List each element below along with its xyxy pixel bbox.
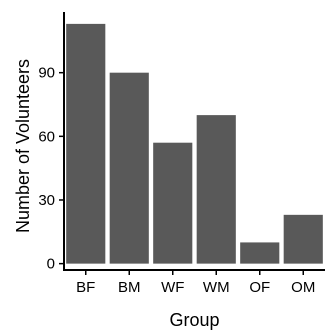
bar-bm [109,72,149,264]
y-axis-ticks: 0 30 60 90 [38,65,64,273]
y-tick-label: 30 [38,192,55,209]
bar-wm [196,115,236,264]
bar-of [240,242,280,264]
x-tick-label: WM [203,279,230,296]
x-tick-label: BM [118,279,141,296]
y-tick-label: 60 [38,128,55,145]
x-tick-label: OM [291,279,315,296]
y-tick-label: 0 [47,256,55,273]
y-tick-label: 90 [38,65,55,82]
bars-group [66,23,323,264]
x-tick-label: OF [249,279,270,296]
x-axis-ticks: BF BM WF WM OF OM [76,270,315,296]
bar-wf [153,142,193,264]
bar-bf [66,23,106,264]
x-axis-title: Group [169,310,219,330]
bar-om [283,214,323,264]
x-tick-label: BF [76,279,95,296]
y-axis-title: Number of Volunteers [13,59,33,233]
x-tick-label: WF [161,279,184,296]
